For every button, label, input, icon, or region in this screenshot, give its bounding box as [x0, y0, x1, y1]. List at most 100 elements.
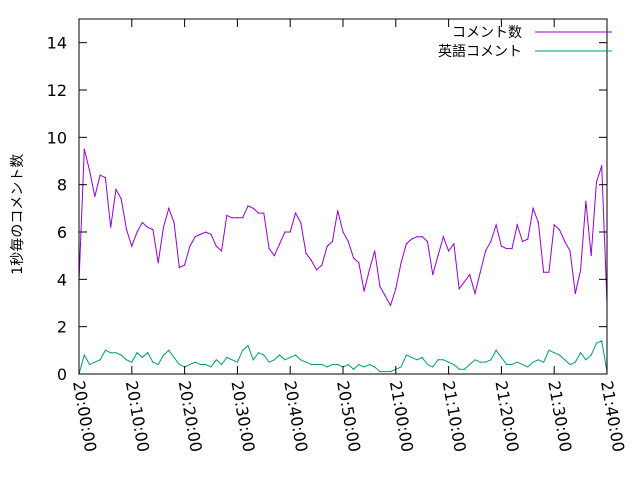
data-point: [590, 354, 592, 356]
data-point: [558, 354, 561, 356]
data-point: [506, 363, 508, 366]
data-point: [157, 363, 159, 366]
data-point: [564, 240, 566, 243]
y-tick-label: 14: [47, 34, 67, 53]
data-point: [99, 359, 101, 361]
data-point: [368, 269, 370, 271]
data-point: [511, 363, 513, 366]
data-point: [389, 304, 392, 306]
data-point: [316, 363, 318, 366]
data-point: [432, 274, 434, 276]
data-point: [184, 264, 186, 266]
data-point: [131, 361, 133, 363]
data-point: [421, 236, 423, 238]
data-point: [379, 371, 381, 373]
data-point: [268, 247, 270, 250]
data-point: [601, 165, 603, 167]
data-point: [400, 366, 402, 368]
y-axis: 0 2 4 6 8 10 12 14: [47, 34, 607, 384]
data-point: [300, 359, 302, 361]
data-point: [453, 363, 455, 366]
y-tick-label: 6: [57, 223, 67, 242]
data-point: [585, 200, 587, 202]
data-point: [104, 176, 106, 179]
data-point: [474, 292, 476, 295]
data-point: [136, 231, 138, 233]
data-point: [421, 356, 423, 359]
data-point: [506, 247, 508, 250]
data-point: [110, 352, 112, 354]
data-point: [289, 231, 291, 233]
data-point: [294, 212, 297, 214]
data-point: [215, 245, 217, 247]
y-tick-label: 8: [57, 176, 67, 195]
data-point: [168, 349, 170, 351]
data-point: [88, 169, 91, 172]
data-point: [379, 285, 381, 288]
data-point: [247, 205, 249, 207]
data-point: [548, 271, 550, 273]
data-point: [115, 352, 117, 354]
data-point: [242, 217, 244, 219]
data-point: [273, 255, 275, 257]
data-point: [442, 359, 444, 361]
y-tick-label: 0: [57, 365, 67, 384]
data-point: [479, 271, 481, 273]
data-point: [548, 349, 550, 351]
y-tick-label: 2: [57, 318, 67, 337]
data-point: [263, 212, 265, 214]
data-point: [500, 245, 502, 247]
data-point: [205, 363, 207, 366]
data-point: [157, 262, 159, 264]
data-point: [405, 354, 407, 356]
data-point: [448, 250, 450, 252]
data-point: [120, 354, 122, 356]
data-point: [310, 363, 312, 366]
data-point: [574, 361, 576, 363]
y-tick-label: 4: [57, 270, 67, 289]
data-point: [358, 363, 360, 366]
data-point: [553, 224, 555, 226]
data-point: [268, 361, 270, 363]
data-point: [463, 281, 466, 283]
data-point: [331, 240, 334, 243]
data-point: [300, 221, 302, 224]
series-points-2: [78, 340, 608, 375]
data-point: [94, 195, 96, 198]
data-point: [125, 359, 128, 361]
data-point: [558, 229, 561, 231]
data-point: [384, 295, 386, 297]
data-point: [110, 226, 112, 228]
data-point: [94, 361, 96, 363]
data-point: [469, 363, 471, 366]
data-point: [490, 240, 492, 243]
data-point: [585, 359, 587, 361]
data-point: [236, 217, 238, 219]
data-point: [199, 233, 202, 235]
data-point: [257, 352, 260, 354]
data-point: [210, 233, 212, 235]
data-point: [405, 243, 407, 245]
data-point: [104, 349, 106, 351]
data-point: [347, 363, 349, 366]
data-point: [426, 363, 429, 366]
data-point: [537, 221, 539, 224]
data-point: [326, 245, 328, 247]
data-point: [189, 363, 191, 366]
data-point: [516, 224, 518, 226]
data-point: [257, 212, 260, 214]
data-point: [205, 231, 207, 233]
data-point: [342, 231, 344, 233]
data-point: [389, 371, 392, 373]
data-point: [363, 290, 365, 292]
data-point: [194, 236, 196, 238]
data-point: [162, 354, 165, 356]
data-point: [83, 148, 85, 150]
series-points-1: [78, 148, 608, 306]
data-point: [83, 354, 85, 356]
data-point: [279, 354, 281, 356]
data-point: [252, 359, 254, 361]
data-point: [220, 250, 223, 252]
data-point: [437, 359, 439, 361]
